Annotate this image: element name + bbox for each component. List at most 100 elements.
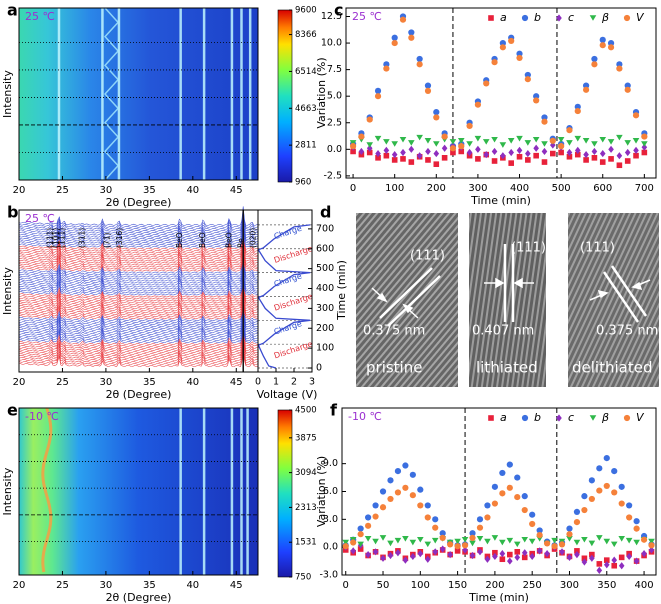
marker [395, 549, 401, 557]
x-tick-label: 40 [186, 185, 199, 196]
marker [350, 547, 356, 555]
marker [476, 536, 484, 542]
marker [558, 541, 566, 548]
y-tick-label: 400 [316, 283, 334, 294]
marker [507, 557, 513, 565]
x-tick-label: 25 [56, 377, 69, 388]
marker [648, 542, 655, 549]
panel-label: e [7, 401, 18, 420]
marker [559, 548, 565, 556]
marker [391, 151, 398, 159]
marker [499, 550, 506, 558]
colorbar-label: 2313 [295, 503, 317, 513]
x-tick-label: 20 [13, 377, 26, 388]
marker [484, 514, 491, 521]
heatmap-image [19, 408, 258, 575]
xrd-trace [18, 288, 258, 308]
xrd-trace [18, 206, 258, 226]
marker [618, 500, 625, 507]
xrd-trace [18, 242, 258, 262]
marker [589, 551, 595, 558]
marker [596, 465, 603, 472]
legend-label: V [636, 11, 645, 24]
marker [591, 61, 598, 68]
marker [607, 44, 615, 51]
xrd-trace [18, 293, 258, 314]
marker [524, 71, 531, 79]
marker [492, 552, 498, 561]
marker [383, 65, 390, 72]
marker [365, 514, 372, 521]
marker [365, 522, 372, 529]
marker [516, 50, 523, 57]
heatmap-band [41, 407, 53, 573]
xrd-trace [18, 210, 258, 230]
x-tick-label: 0 [343, 580, 349, 591]
marker [476, 516, 484, 523]
xrd-trace [18, 218, 258, 238]
xrd-trace [18, 268, 258, 288]
y-tick-label: 6.0 [323, 486, 338, 497]
xrd-trace [18, 328, 258, 347]
x-tick-label: 0 [350, 183, 356, 194]
marker [431, 537, 439, 544]
marker [521, 554, 528, 561]
xrd-trace [18, 314, 258, 334]
y-axis-label: Intensity [1, 467, 14, 515]
marker [433, 149, 440, 158]
marker [533, 152, 539, 159]
marker [416, 61, 423, 68]
xrd-trace [18, 295, 258, 316]
marker [623, 14, 631, 22]
xrd-trace [18, 340, 258, 359]
marker [383, 146, 390, 154]
x-axis-label: 2θ (Degree) [106, 591, 172, 604]
marker [441, 144, 448, 152]
marker [433, 109, 440, 116]
xrd-trace [18, 277, 258, 296]
marker [416, 152, 423, 160]
annotation: 25 ℃ [25, 212, 55, 225]
marker [387, 540, 394, 547]
marker [550, 150, 556, 157]
xrd-trace [18, 286, 258, 306]
marker [499, 44, 506, 51]
xrd-trace [18, 228, 258, 248]
peak-label: (316) [115, 228, 124, 248]
marker [439, 545, 446, 553]
marker [544, 550, 550, 558]
marker [394, 467, 402, 475]
marker [417, 502, 424, 509]
marker [416, 134, 423, 141]
marker [454, 543, 461, 550]
marker [408, 140, 415, 146]
x-tick-label: 150 [448, 580, 467, 591]
marker [541, 141, 548, 147]
x-tick-label: 25 [56, 580, 69, 591]
marker [641, 141, 648, 147]
marker [399, 136, 407, 143]
marker [574, 548, 580, 554]
xrd-trace [19, 225, 258, 244]
annotation: 25 ℃ [352, 10, 382, 23]
marker [528, 538, 536, 545]
marker [596, 535, 603, 541]
marker [624, 82, 631, 89]
marker [372, 502, 379, 509]
marker [525, 149, 531, 158]
state-label: delithiated [572, 359, 652, 377]
marker [616, 65, 623, 72]
y-tick-label: 700 [316, 223, 334, 234]
peak-label: Be [236, 238, 245, 248]
marker [574, 103, 581, 110]
colorbar-label: 3875 [295, 433, 317, 443]
legend-label: a [500, 11, 507, 24]
spacing-label: 0.407 nm [472, 324, 534, 339]
marker [640, 536, 648, 543]
marker [599, 42, 606, 49]
panel-label: a [7, 1, 18, 20]
marker [608, 156, 614, 162]
xrd-trace [19, 280, 258, 300]
marker [603, 538, 611, 545]
y-tick-label: -2.5 [323, 170, 342, 181]
